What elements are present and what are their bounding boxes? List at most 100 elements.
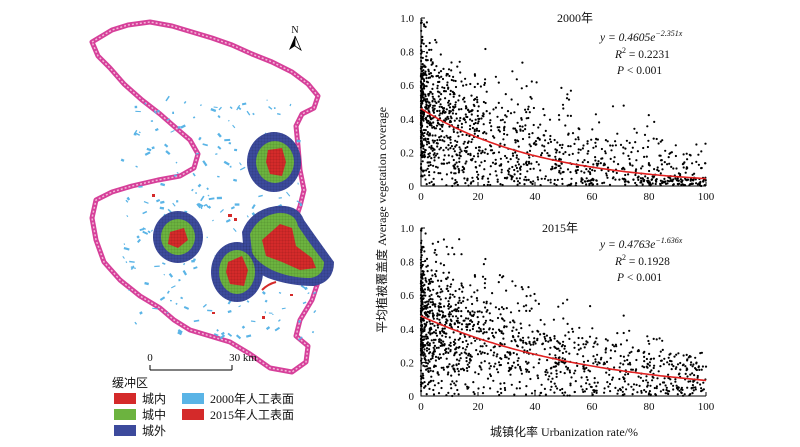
data-point (442, 107, 446, 110)
data-point (503, 343, 506, 346)
data-point (579, 347, 582, 350)
surface-2000-patch (146, 147, 152, 152)
data-point (462, 368, 466, 371)
data-point (420, 241, 423, 245)
data-point (425, 365, 428, 368)
y-tick-label: 0 (409, 181, 415, 193)
data-point (452, 79, 455, 82)
data-point (649, 370, 652, 373)
data-point (472, 180, 475, 183)
data-point (583, 159, 586, 162)
data-point (568, 352, 571, 355)
data-point (446, 276, 449, 279)
data-point (628, 351, 631, 354)
data-point (561, 391, 564, 395)
data-point (447, 347, 450, 350)
data-point (423, 353, 426, 356)
data-point (586, 359, 590, 362)
data-point (491, 319, 494, 323)
surface-2000-patch (232, 228, 237, 232)
data-point (423, 73, 426, 76)
data-point (654, 179, 658, 182)
data-point (437, 100, 440, 103)
data-point (440, 93, 443, 96)
data-point (500, 357, 503, 360)
data-point (465, 360, 468, 363)
data-point (422, 319, 425, 322)
data-point (448, 136, 451, 139)
data-point (654, 182, 657, 186)
data-point (437, 373, 440, 376)
data-point (432, 147, 435, 151)
data-point (684, 372, 687, 375)
data-point (442, 162, 445, 165)
data-point (424, 178, 427, 181)
data-point (436, 291, 439, 294)
data-point (542, 134, 545, 137)
data-point (674, 380, 677, 383)
data-point (420, 229, 423, 232)
data-point (689, 380, 692, 383)
data-point (422, 119, 425, 122)
data-point (659, 390, 663, 393)
data-point (457, 99, 460, 102)
data-point (466, 363, 469, 366)
data-point (614, 144, 618, 147)
data-point (429, 76, 432, 79)
data-point (646, 177, 649, 180)
data-point (677, 386, 680, 389)
data-point (592, 362, 595, 365)
data-point (693, 374, 696, 377)
data-point (679, 361, 682, 365)
scatter-points (419, 227, 708, 398)
scale-bar: 0 30 km (147, 352, 257, 371)
data-point (605, 347, 608, 350)
data-point (511, 329, 514, 332)
data-point (613, 345, 616, 348)
data-point (519, 128, 522, 131)
data-point (594, 141, 597, 144)
surface-2000-patch (213, 333, 219, 337)
data-point (449, 348, 452, 352)
data-point (622, 166, 625, 170)
data-point (425, 121, 429, 124)
data-point (563, 358, 567, 361)
data-point (424, 279, 427, 282)
surface-2000-patch (175, 161, 178, 164)
data-point (528, 156, 531, 159)
x-tick-label: 60 (587, 191, 599, 203)
data-point (642, 379, 645, 382)
data-point (445, 245, 448, 248)
data-point (420, 125, 423, 128)
data-point (420, 341, 423, 344)
data-point (507, 351, 511, 354)
data-point (569, 114, 573, 117)
data-point (498, 364, 501, 367)
surface-2000-patch (178, 278, 181, 282)
data-point (438, 105, 441, 108)
data-point (517, 357, 520, 360)
data-point (550, 380, 553, 383)
x-tick-label: 100 (698, 191, 715, 203)
data-point (623, 393, 626, 396)
data-point (432, 121, 435, 124)
data-point (431, 92, 434, 95)
data-point (594, 145, 598, 148)
data-point (442, 158, 445, 161)
data-point (505, 325, 508, 328)
data-point (566, 367, 569, 370)
x-tick-label: 80 (644, 401, 656, 413)
data-point (645, 357, 649, 361)
data-point (553, 138, 556, 142)
data-point (463, 100, 466, 103)
surface-2000-patch (272, 313, 274, 315)
data-point (515, 177, 518, 180)
surface-2000-patch (192, 172, 196, 177)
data-point (452, 331, 455, 334)
data-point (627, 372, 630, 376)
data-point (573, 372, 576, 375)
surface-2000-patch (202, 303, 207, 308)
data-point (661, 139, 664, 142)
data-point (557, 114, 561, 117)
data-point (608, 382, 612, 386)
